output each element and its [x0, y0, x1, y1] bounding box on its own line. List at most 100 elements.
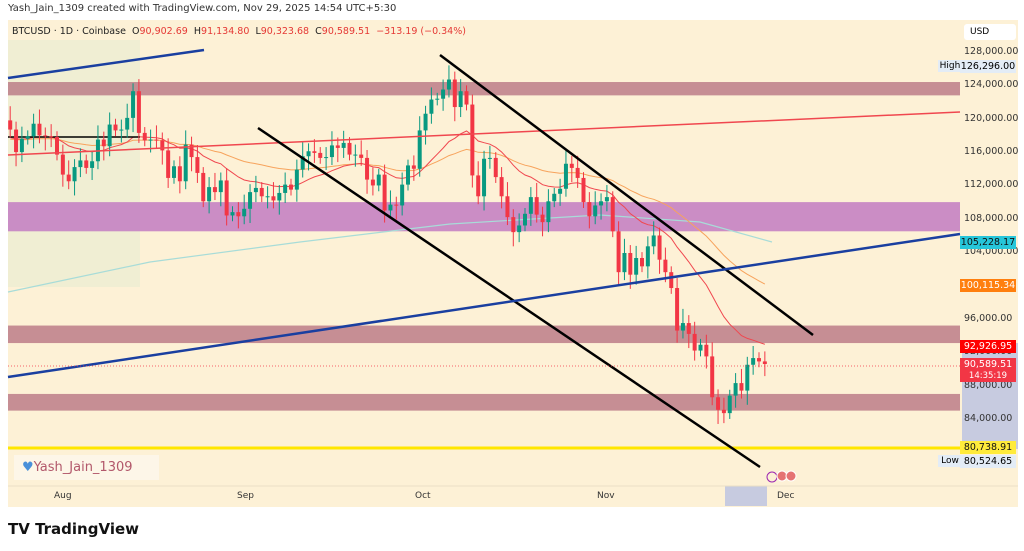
candle	[663, 247, 668, 283]
candle-body	[78, 160, 83, 168]
candle	[429, 87, 434, 124]
candle	[581, 172, 586, 208]
candle-body	[610, 197, 615, 232]
candle-body	[716, 397, 721, 410]
candle	[692, 321, 697, 361]
candle	[657, 227, 662, 274]
candle	[294, 159, 299, 202]
candle-body	[43, 135, 48, 137]
candle	[195, 144, 200, 183]
candle-body	[14, 129, 19, 153]
candle-body	[66, 174, 71, 182]
price-tick: 108,000.00	[964, 212, 1019, 224]
chart-area[interactable]	[8, 20, 1018, 507]
candle	[341, 130, 346, 158]
candle-body	[294, 169, 299, 190]
candle-body	[289, 184, 293, 190]
low-tag: Low	[938, 455, 962, 467]
candle	[107, 112, 112, 157]
time-tick: Dec	[777, 491, 795, 501]
candle-body	[113, 124, 118, 131]
supply-demand-zone[interactable]	[8, 325, 960, 344]
candle-body	[265, 196, 270, 198]
candle	[616, 221, 621, 285]
chart-credit: Yash_Jain_1309 created with TradingView.…	[8, 3, 397, 14]
candle-body	[300, 156, 305, 170]
candle	[37, 109, 42, 144]
candle	[394, 196, 399, 220]
candle	[487, 145, 492, 169]
price-tick: 112,000.00	[964, 179, 1019, 191]
candle	[136, 79, 141, 143]
candle-body	[411, 165, 416, 169]
candle	[406, 159, 410, 191]
candle	[762, 351, 767, 377]
candle-body	[148, 139, 153, 141]
candle	[517, 213, 522, 243]
open-label: O	[131, 26, 140, 37]
candle-body	[131, 91, 136, 118]
candle-body	[177, 166, 182, 182]
candle-body	[324, 157, 329, 159]
blue-trendline-long[interactable]	[7, 232, 961, 379]
candle-body	[166, 150, 171, 178]
low-value: 90,323.68	[260, 26, 310, 37]
candle	[335, 137, 340, 163]
candle	[376, 168, 381, 192]
channel-upper-line[interactable]	[439, 54, 814, 336]
candle-body	[406, 165, 410, 185]
candle	[166, 138, 171, 188]
price-tick: 124,000.00	[964, 79, 1019, 91]
candle	[242, 194, 247, 225]
candle-body	[493, 157, 498, 178]
candle	[101, 131, 106, 161]
candle	[43, 127, 48, 151]
candle-body	[207, 187, 212, 202]
blue-trendline-top[interactable]	[7, 48, 205, 80]
channel-lower-line[interactable]	[257, 126, 761, 469]
candle-body	[55, 137, 59, 155]
candle	[318, 147, 323, 164]
symbol-label[interactable]: BTCUSD · 1D · Coinbase	[12, 26, 126, 37]
candle-body	[581, 177, 586, 203]
highlight-box	[8, 40, 140, 287]
candle	[599, 193, 604, 220]
price-tick: 88,000.00	[964, 379, 1013, 391]
candle-body	[382, 174, 387, 211]
candle-body	[487, 157, 492, 159]
candle	[189, 136, 194, 172]
orange-ma-price-label: 100,115.34	[960, 279, 1016, 292]
candle-body	[680, 323, 685, 331]
candle-body	[259, 187, 264, 197]
candle-body	[634, 257, 639, 275]
candle-body	[201, 172, 206, 202]
event-icons[interactable]	[766, 470, 797, 483]
candle	[558, 178, 563, 206]
candle-body	[675, 288, 680, 331]
candle-body	[692, 333, 697, 351]
candle-body	[616, 231, 621, 273]
candle-body	[739, 383, 744, 391]
candle	[587, 192, 592, 229]
candle	[710, 342, 715, 406]
candle	[640, 252, 644, 273]
candle-body	[212, 187, 217, 193]
candle	[645, 236, 650, 279]
price-tick: 128,000.00	[964, 46, 1019, 57]
candle	[698, 338, 703, 357]
supply-demand-zone[interactable]	[8, 393, 960, 411]
us-flag-event-icon[interactable]	[785, 470, 797, 482]
candle	[119, 119, 124, 143]
candle-body	[101, 139, 106, 147]
candle-body	[645, 246, 650, 267]
candle	[546, 189, 551, 233]
tradingview-logo[interactable]: 𝗧𝗩 TradingView	[8, 520, 139, 538]
open-value: 90,902.69	[139, 26, 188, 37]
flash-event-icon[interactable]	[766, 471, 778, 483]
red-trendline[interactable]	[7, 111, 961, 156]
candle-body	[762, 361, 767, 365]
candle-body	[154, 139, 159, 141]
candle-body	[376, 174, 381, 186]
currency-button[interactable]: USD	[964, 24, 1016, 40]
